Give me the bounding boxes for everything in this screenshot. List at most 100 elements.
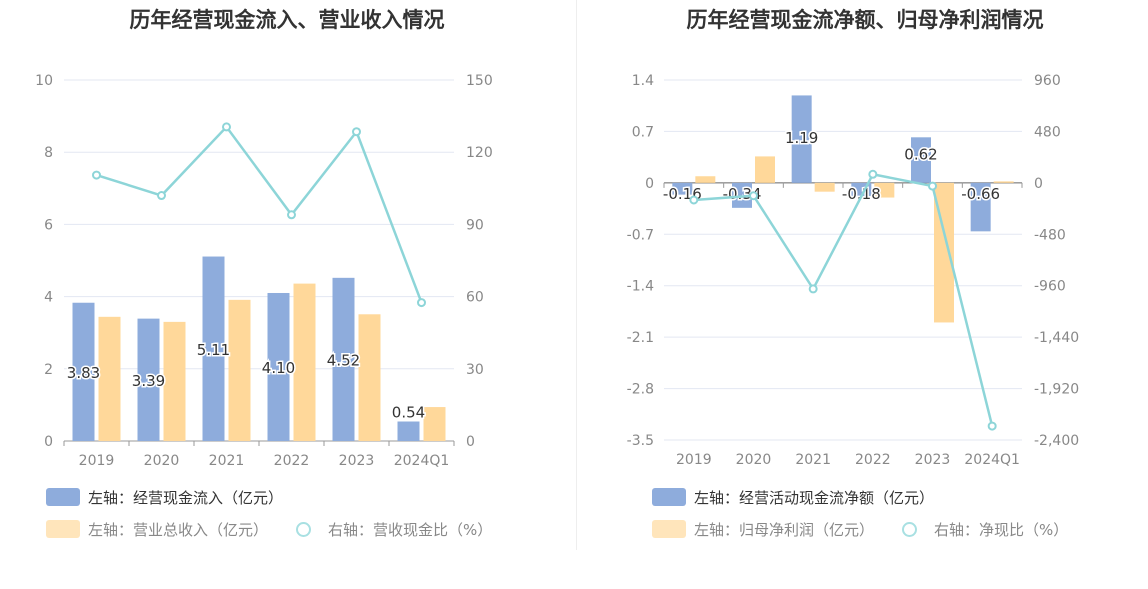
ratio-point [808, 284, 818, 294]
bar-secondary [98, 316, 121, 441]
left-tick-label: 6 [44, 217, 53, 233]
bar-data-label: 3.83 [67, 364, 100, 382]
legend-row-2-left: 左轴：营业总收入（亿元） 右轴：营收现金比（%） [46, 518, 510, 540]
legend-item-revenue[interactable]: 左轴：营业总收入（亿元） [46, 519, 268, 540]
legend-label-revenue: 左轴：营业总收入（亿元） [88, 520, 269, 539]
legend-item-net-profit[interactable]: 左轴：归母净利润（亿元） [652, 519, 874, 540]
category-label: 2024Q1 [964, 452, 1020, 468]
right-tick-label: 0 [466, 434, 475, 450]
category-label: 2022 [855, 452, 891, 468]
bar-data-label: 5.11 [197, 341, 230, 359]
bar-primary [202, 256, 225, 441]
bar-primary [397, 421, 420, 441]
right-tick-label: 150 [466, 73, 493, 89]
legend-line-icon-ratio-right [892, 520, 926, 538]
left-tick-label: -1.4 [627, 279, 654, 295]
right-tick-label: 90 [466, 217, 484, 233]
legend-item-cash-inflow[interactable]: 左轴：经营现金流入（亿元） [46, 487, 283, 508]
right-tick-label: 480 [1034, 124, 1061, 140]
ratio-point [749, 191, 758, 201]
left-tick-label: 8 [44, 145, 53, 161]
legend-swatch-net-operating-cash [652, 488, 686, 506]
bar-secondary [423, 407, 446, 441]
left-tick-label: 0.7 [632, 124, 654, 140]
legend-item-net-operating-cash[interactable]: 左轴：经营活动现金流净额（亿元） [652, 487, 934, 508]
legend-label-net-cash-ratio: 右轴：净现比（%） [934, 520, 1069, 539]
bar-primary [332, 277, 355, 441]
ratio-point [287, 210, 296, 220]
left-tick-label: 0 [645, 176, 654, 192]
right-tick-label: -1,920 [1034, 382, 1079, 398]
legend-row-2-right: 左轴：归母净利润（亿元） 右轴：净现比（%） [652, 518, 1086, 540]
category-label: 2023 [339, 453, 375, 469]
legend-label-net-profit: 左轴：归母净利润（亿元） [694, 520, 875, 539]
legend-item-net-cash-ratio[interactable]: 右轴：净现比（%） [892, 519, 1068, 540]
left-tick-label: 2 [44, 362, 53, 378]
right-tick-label: -960 [1034, 279, 1066, 295]
ratio-point [928, 181, 937, 191]
category-label: 2019 [79, 453, 115, 469]
category-label: 2020 [736, 452, 772, 468]
category-label: 2024Q1 [394, 453, 450, 469]
left-tick-label: -3.5 [627, 433, 654, 449]
bar-secondary [228, 299, 251, 441]
bar-secondary [163, 321, 186, 441]
left-tick-label: 10 [35, 73, 53, 89]
category-label: 2021 [795, 452, 831, 468]
left-tick-label: -2.1 [627, 330, 654, 346]
ratio-point [157, 191, 166, 201]
ratio-point [352, 127, 361, 137]
right-tick-label: -2,400 [1034, 433, 1079, 449]
legend-label-cash-inflow: 左轴：经营现金流入（亿元） [88, 488, 284, 507]
bar-secondary [358, 314, 381, 441]
bar-data-label: 0.62 [904, 145, 937, 163]
ratio-line [96, 124, 423, 304]
panel-divider [576, 0, 577, 550]
ratio-point [222, 122, 231, 132]
bar-secondary [755, 156, 775, 183]
right-tick-label: 60 [466, 290, 484, 306]
bar-primary [267, 292, 290, 441]
legend-row-1-right: 左轴：经营活动现金流净额（亿元） [652, 486, 952, 508]
chart-title-right: 历年经营现金流净额、归母净利润情况 [686, 8, 1044, 32]
ratio-point [92, 170, 101, 180]
category-label: 2023 [915, 452, 951, 468]
legend-row-1-left: 左轴：经营现金流入（亿元） [46, 486, 301, 508]
bar-primary [72, 302, 95, 441]
bar-data-label: 0.54 [392, 404, 425, 422]
legend-line-icon-ratio-left [286, 520, 320, 538]
ratio-point [868, 169, 878, 179]
legend-swatch-cash-inflow [46, 488, 80, 506]
left-tick-label: -0.7 [627, 227, 654, 243]
bar-data-label: 3.39 [132, 372, 165, 390]
right-tick-label: -1,440 [1034, 330, 1079, 346]
category-label: 2022 [274, 453, 310, 469]
bar-primary [791, 95, 812, 183]
ratio-point [689, 195, 699, 205]
chart-panel-right: 历年经营现金流净额、归母净利润情况 -3.5 -2.8 -2.1 -1.4 -0.7 0 0… [578, 0, 1148, 589]
bar-data-label: 1.19 [785, 129, 818, 147]
bar-secondary [695, 176, 716, 183]
bar-secondary [814, 182, 835, 192]
left-tick-label: -2.8 [627, 382, 654, 398]
bar-secondary [293, 283, 316, 441]
bar-data-label: -0.66 [961, 185, 1000, 203]
category-label: 2021 [209, 453, 245, 469]
right-tick-label: 30 [466, 362, 484, 378]
chart-plot-left: 0 2 4 6 8 10 0 30 60 90 120 150 2019 2020 2021 2022 2023… [35, 73, 493, 469]
bar-data-label: 4.52 [327, 351, 360, 369]
chart-plot-right: -3.5 -2.8 -2.1 -1.4 -0.7 0 0.7 1.4 -2,400 -1,920 -… [627, 73, 1079, 468]
bar-secondary [934, 182, 954, 323]
ratio-point [987, 421, 997, 431]
right-tick-label: 120 [466, 145, 493, 161]
ratio-point [417, 298, 426, 308]
chart-title-left: 历年经营现金流入、营业收入情况 [129, 8, 445, 32]
right-tick-label: 0 [1034, 176, 1043, 192]
right-tick-label: -480 [1034, 227, 1066, 243]
bar-primary [672, 182, 693, 195]
legend-item-cash-revenue-ratio[interactable]: 右轴：营收现金比（%） [286, 519, 492, 540]
bar-data-label: 4.10 [262, 359, 295, 377]
legend-swatch-revenue [46, 520, 80, 538]
legend-swatch-net-profit [652, 520, 686, 538]
legend-label-net-operating-cash: 左轴：经营活动现金流净额（亿元） [694, 488, 935, 507]
